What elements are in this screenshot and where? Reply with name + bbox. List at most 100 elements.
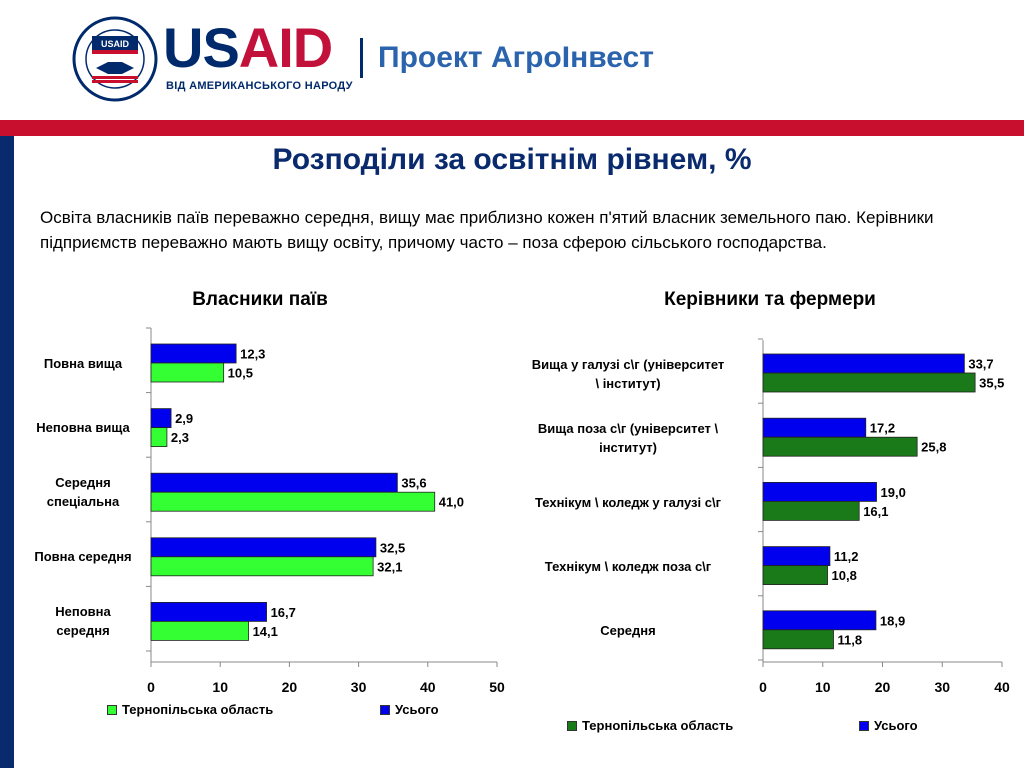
usaid-seal-icon: USAID — [72, 16, 158, 102]
bar-total — [762, 353, 965, 374]
category-label: Вища поза с\г (університет \ інститут) — [498, 417, 758, 459]
bar-ternopil — [150, 362, 225, 383]
bar-total — [150, 537, 377, 558]
x-tick-label: 10 — [815, 679, 831, 695]
category-label: Технікум \ коледж у галузі с\г — [498, 481, 758, 523]
data-label: 12,3 — [240, 347, 265, 362]
legend-label: Тернопільська область — [582, 718, 734, 733]
x-tick-label: 20 — [282, 679, 298, 695]
category-label: Вища у галузі с\г (університет \ інститут… — [498, 353, 758, 395]
category-label-line: Середня — [55, 475, 111, 491]
bar-ternopil — [762, 565, 828, 586]
usaid-logo-us: US — [163, 16, 240, 79]
data-label: 14,1 — [253, 624, 278, 639]
category-label-line: середня — [56, 623, 110, 639]
data-label: 25,8 — [921, 440, 946, 455]
data-label: 10,5 — [228, 366, 253, 381]
header-red-band — [0, 120, 1024, 136]
category-label-text: Технікум \ коледж у галузі с\г — [535, 493, 721, 512]
seal-text: USAID — [101, 39, 130, 49]
managers-bar-chart: 0 10 20 30 40 33,7 35,5 17,2 25,8 19,0 16,1 11,2 10,… — [758, 338, 1010, 695]
bar-ternopil — [150, 620, 249, 641]
bar-ternopil — [150, 556, 374, 577]
category-label-text: Середня — [600, 621, 655, 640]
left-accent-bar — [0, 136, 14, 768]
bar-ternopil — [762, 436, 918, 457]
category-label-text: Середня спеціальна — [47, 473, 119, 511]
data-label: 41,0 — [439, 495, 464, 510]
bar-total — [150, 343, 237, 364]
bar-total — [762, 417, 867, 438]
bar-total — [762, 546, 831, 567]
bar-total — [762, 610, 877, 631]
usaid-logo-word: USAID — [163, 20, 333, 76]
slide-title: Розподіли за освітнім рівнем, % — [272, 143, 752, 176]
category-label: Неповна середня — [20, 600, 146, 642]
x-tick-label: 30 — [351, 679, 367, 695]
category-label-line: \ інститут) — [595, 376, 661, 391]
data-label: 32,5 — [380, 540, 405, 555]
category-label-line: Неповна — [55, 604, 111, 620]
x-tick-label: 0 — [147, 679, 155, 695]
category-label: Технікум \ коледж поза с\г — [498, 546, 758, 588]
header: USAID USAID ВІД АМЕРИКАНСЬКОГО НАРОДУ Пр… — [0, 0, 1024, 120]
category-label-text: Неповна вища — [36, 418, 129, 437]
data-label: 19,0 — [881, 485, 906, 500]
legend-item-ternopil-owners: Тернопільська область — [107, 702, 273, 717]
category-label-text: Повна середня — [34, 547, 131, 566]
usaid-logo-aid: AID — [238, 16, 333, 79]
usaid-tagline: ВІД АМЕРИКАНСЬКОГО НАРОДУ — [166, 80, 353, 92]
category-label: Середня спеціальна — [20, 471, 146, 513]
owners-bar-chart: 0 10 20 30 40 50 12,3 10,5 2,9 2,3 35,6 41,0 32,5 32,… — [146, 327, 505, 695]
bar-ternopil — [150, 427, 168, 447]
category-label: Повна вища — [20, 342, 146, 384]
chart-title-managers: Керівники та фермери — [664, 289, 876, 310]
bar-total — [150, 408, 172, 428]
data-label: 10,8 — [832, 568, 857, 583]
bar-ternopil — [150, 491, 436, 512]
data-label: 35,6 — [401, 476, 426, 491]
data-label: 11,2 — [834, 549, 859, 564]
x-tick-label: 50 — [489, 679, 505, 695]
data-label: 18,9 — [880, 613, 905, 628]
category-label-line: Неповна вища — [36, 420, 130, 436]
legend-item-total-managers: Усього — [859, 718, 918, 733]
x-tick-label: 40 — [420, 679, 436, 695]
project-name: Проект АгроІнвест — [378, 41, 654, 74]
category-label: Повна середня — [20, 536, 146, 578]
logo-separator — [360, 38, 363, 78]
category-label-line: Вища поза с\г (університет \ — [537, 421, 719, 437]
category-label-line: Середня — [600, 623, 656, 639]
legend-item-total-owners: Усього — [380, 702, 439, 717]
x-tick-label: 30 — [934, 679, 950, 695]
category-label: Середня — [498, 610, 758, 652]
category-label-line: інститут) — [599, 440, 657, 456]
data-label: 32,1 — [377, 559, 402, 574]
bar-ternopil — [762, 500, 860, 521]
x-tick-label: 20 — [875, 679, 891, 695]
legend-swatch — [107, 704, 117, 715]
data-label: 16,7 — [271, 605, 296, 620]
legend-label: Усього — [874, 718, 918, 733]
chart-title-owners: Власники паїв — [192, 289, 328, 310]
category-label-line: Технікум \ коледж у галузі с\г — [535, 494, 721, 510]
data-label: 2,3 — [171, 430, 189, 445]
x-tick-label: 10 — [212, 679, 228, 695]
category-label-text: Повна вища — [44, 354, 122, 373]
category-label-line: Повна середня — [34, 549, 132, 565]
category-label-text: Неповна середня — [55, 602, 111, 640]
category-label: Неповна вища — [20, 407, 146, 449]
legend-label: Усього — [395, 702, 439, 717]
data-label: 35,5 — [979, 376, 1004, 391]
x-tick-label: 0 — [759, 679, 767, 695]
legend-swatch — [380, 704, 390, 715]
data-label: 16,1 — [863, 504, 888, 519]
data-label: 33,7 — [968, 357, 993, 372]
bar-total — [150, 601, 267, 622]
category-label-text: Вища у галузі с\г (університет \ інститут… — [532, 355, 725, 393]
bar-total — [150, 472, 398, 493]
category-label-text: Технікум \ коледж поза с\г — [545, 557, 711, 576]
legend-swatch — [859, 720, 869, 731]
category-label-line: Технікум \ коледж поза с\г — [544, 559, 712, 575]
legend-label: Тернопільська область — [122, 702, 274, 717]
